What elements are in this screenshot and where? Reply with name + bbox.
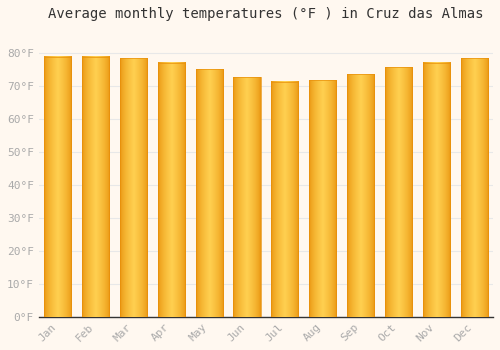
Bar [158, 63, 185, 317]
Bar [460, 58, 488, 317]
Bar [120, 58, 147, 317]
Bar [44, 57, 72, 317]
Bar [82, 57, 109, 317]
Bar [422, 63, 450, 317]
Bar [347, 74, 374, 317]
Bar [385, 67, 412, 317]
Bar [196, 69, 223, 317]
Bar [309, 80, 336, 317]
Title: Average monthly temperatures (°F ) in Cruz das Almas: Average monthly temperatures (°F ) in Cr… [48, 7, 484, 21]
Bar [271, 82, 298, 317]
Bar [234, 77, 260, 317]
